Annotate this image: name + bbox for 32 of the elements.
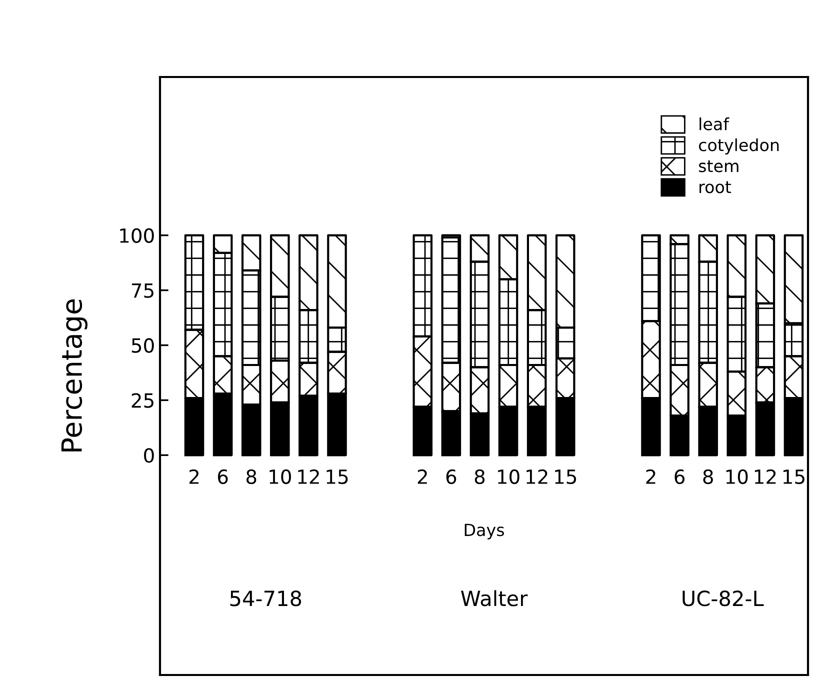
y-tick-label: 25 [132, 393, 154, 408]
annotation: 54-718 [230, 590, 302, 606]
x-tick-label: 2 [418, 469, 427, 484]
x-tick-label: 6 [446, 469, 456, 484]
x-tick-label: 10 [498, 469, 520, 484]
x-tick-label: 2 [189, 469, 198, 484]
x-tick-label: 8 [474, 469, 485, 484]
legend-label: leaf [700, 117, 730, 130]
y-tick-label: 50 [132, 338, 154, 353]
x-tick-label: 15 [555, 470, 576, 484]
y-tick-label: 0 [144, 448, 154, 463]
x-tick-label: 12 [526, 469, 548, 484]
x-tick-label: 12 [754, 469, 776, 484]
x-tick-label: 8 [703, 469, 713, 484]
x-tick-label: 10 [726, 469, 748, 484]
x-tick-label: 15 [326, 470, 348, 484]
x-tick-label: 12 [298, 469, 319, 484]
x-tick-label: 2 [646, 469, 656, 484]
annotation: UC-82-L [682, 590, 764, 606]
legend-label: cotyledon [698, 138, 779, 155]
y-tick-label: 100 [120, 228, 154, 243]
x-axis-title: Days [464, 524, 504, 540]
x-tick-label: 8 [246, 469, 256, 484]
x-tick-label: 10 [270, 469, 291, 484]
annotation: Walter [460, 590, 528, 606]
legend-label: root [700, 181, 732, 194]
x-tick-label: 6 [674, 469, 685, 484]
x-tick-label: 6 [218, 469, 228, 484]
legend-label: stem [698, 160, 738, 172]
y-axis-title: Percentage [61, 299, 88, 452]
x-tick-label: 15 [783, 470, 804, 484]
y-tick-label: 75 [132, 283, 154, 298]
